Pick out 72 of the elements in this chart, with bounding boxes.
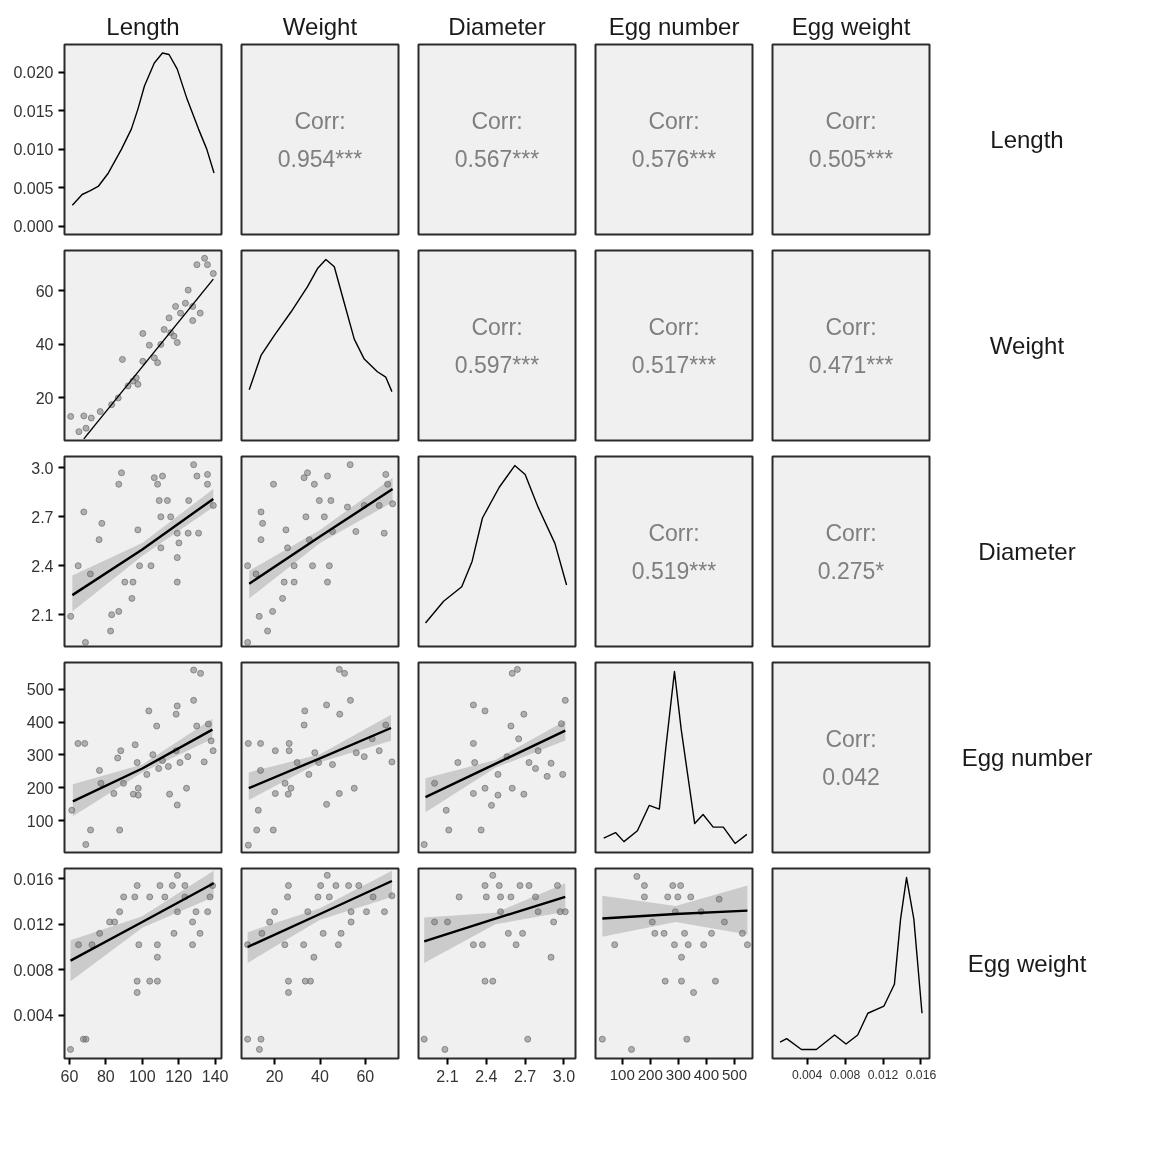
x-tick-label: 200 [637,1065,663,1083]
text: Corr: [825,725,877,752]
text: Egg weight [791,12,911,40]
y-tick-label: 100 [26,812,54,830]
text: Corr: [648,107,700,134]
x-tick-label: 0.004 [791,1067,823,1082]
text: Egg number [608,12,740,40]
y-tick-label: 500 [26,681,54,699]
x-tick-label: 20 [265,1067,284,1085]
text: 0.597*** [454,351,540,378]
y-tick-label: 0.005 [13,179,54,197]
y-tick-label: 400 [26,714,54,732]
text: Weight [989,332,1065,359]
text: 0.576*** [631,145,717,172]
text: Diameter [448,12,546,40]
y-tick-label: 20 [35,389,54,407]
x-tick-label: 400 [693,1065,720,1083]
x-tick-label: 2.7 [514,1067,537,1085]
text: 0.954*** [277,145,363,172]
text: 0.042 [822,764,880,790]
x-tick-label: 2.4 [475,1067,498,1085]
x-tick-label: 140 [201,1067,229,1085]
y-tick-label: 0.020 [13,64,54,82]
chart-title: Length [106,12,180,40]
text: Weight [282,12,358,40]
x-tick-label: 500 [721,1065,748,1083]
y-tick-label: 2.7 [31,508,54,526]
x-tick-label: 60 [60,1067,79,1085]
y-tick-label: 200 [26,779,54,797]
text: Corr: [825,519,877,546]
y-tick-label: 40 [35,336,54,354]
x-tick-label: 0.012 [867,1067,899,1082]
y-tick-label: 2.1 [31,606,54,624]
y-tick-label: 0.012 [13,916,54,934]
y-tick-label: 300 [26,746,54,764]
y-tick-label: 3.0 [31,459,54,477]
x-tick-label: 100 [128,1067,156,1085]
text: 0.567*** [454,145,540,172]
x-tick-label: 3.0 [552,1067,576,1085]
text: Corr: [648,519,700,546]
x-tick-label: 120 [165,1067,193,1085]
text: Corr: [648,313,700,340]
text: 0.505*** [808,145,894,172]
x-tick-label: 2.1 [436,1067,459,1085]
text: Egg number [961,744,1093,771]
text: 0.275* [817,557,885,584]
x-tick-label: 300 [665,1065,691,1083]
y-tick-label: 2.4 [31,557,54,575]
text: Corr: [825,313,877,340]
x-tick-label: 100 [609,1065,635,1083]
text: Corr: [825,107,877,134]
text: Diameter [978,538,1076,565]
y-tick-label: 0.016 [13,870,54,888]
text: Corr: [294,107,346,134]
text: Corr: [471,107,523,134]
text: Corr: [471,313,523,340]
x-tick-label: 0.016 [905,1067,937,1082]
x-tick-label: 0.008 [829,1067,861,1082]
x-tick-label: 60 [356,1067,375,1085]
y-tick-label: 0.004 [13,1007,54,1025]
x-tick-label: 80 [96,1067,115,1085]
y-tick-label: 0.015 [13,102,54,120]
y-tick-label: 0.000 [13,218,54,236]
y-tick-label: 0.008 [13,961,54,979]
x-tick-label: 40 [311,1067,329,1085]
text: 0.471*** [808,351,894,378]
y-tick-label: 0.010 [13,141,54,159]
y-tick-label: 60 [35,282,54,300]
text: 0.517*** [631,351,717,378]
text: Length [990,126,1064,153]
text: 0.519*** [631,557,717,584]
y2-axis-title: Egg weight [967,950,1087,977]
